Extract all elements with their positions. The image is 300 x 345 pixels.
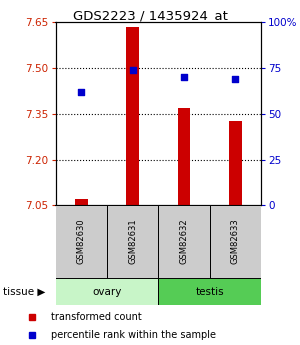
FancyBboxPatch shape [158, 278, 261, 305]
Text: testis: testis [195, 287, 224, 296]
FancyBboxPatch shape [107, 205, 158, 278]
Point [79, 89, 84, 95]
Text: GSM82631: GSM82631 [128, 219, 137, 264]
FancyBboxPatch shape [158, 205, 210, 278]
Text: percentile rank within the sample: percentile rank within the sample [51, 331, 216, 340]
Text: GSM82630: GSM82630 [77, 219, 86, 264]
FancyBboxPatch shape [56, 205, 107, 278]
Point [130, 67, 135, 73]
FancyBboxPatch shape [56, 278, 158, 305]
Text: ovary: ovary [92, 287, 122, 296]
Text: GDS2223 / 1435924_at: GDS2223 / 1435924_at [73, 9, 227, 22]
Bar [229, 121, 242, 205]
Point [233, 76, 238, 82]
Point [182, 75, 186, 80]
Text: GSM82632: GSM82632 [179, 219, 188, 264]
Text: GSM82633: GSM82633 [231, 219, 240, 264]
Text: tissue ▶: tissue ▶ [3, 287, 45, 296]
FancyBboxPatch shape [210, 205, 261, 278]
Text: transformed count: transformed count [51, 312, 142, 322]
Bar [75, 199, 88, 205]
Bar [126, 27, 139, 205]
Bar [178, 108, 190, 205]
